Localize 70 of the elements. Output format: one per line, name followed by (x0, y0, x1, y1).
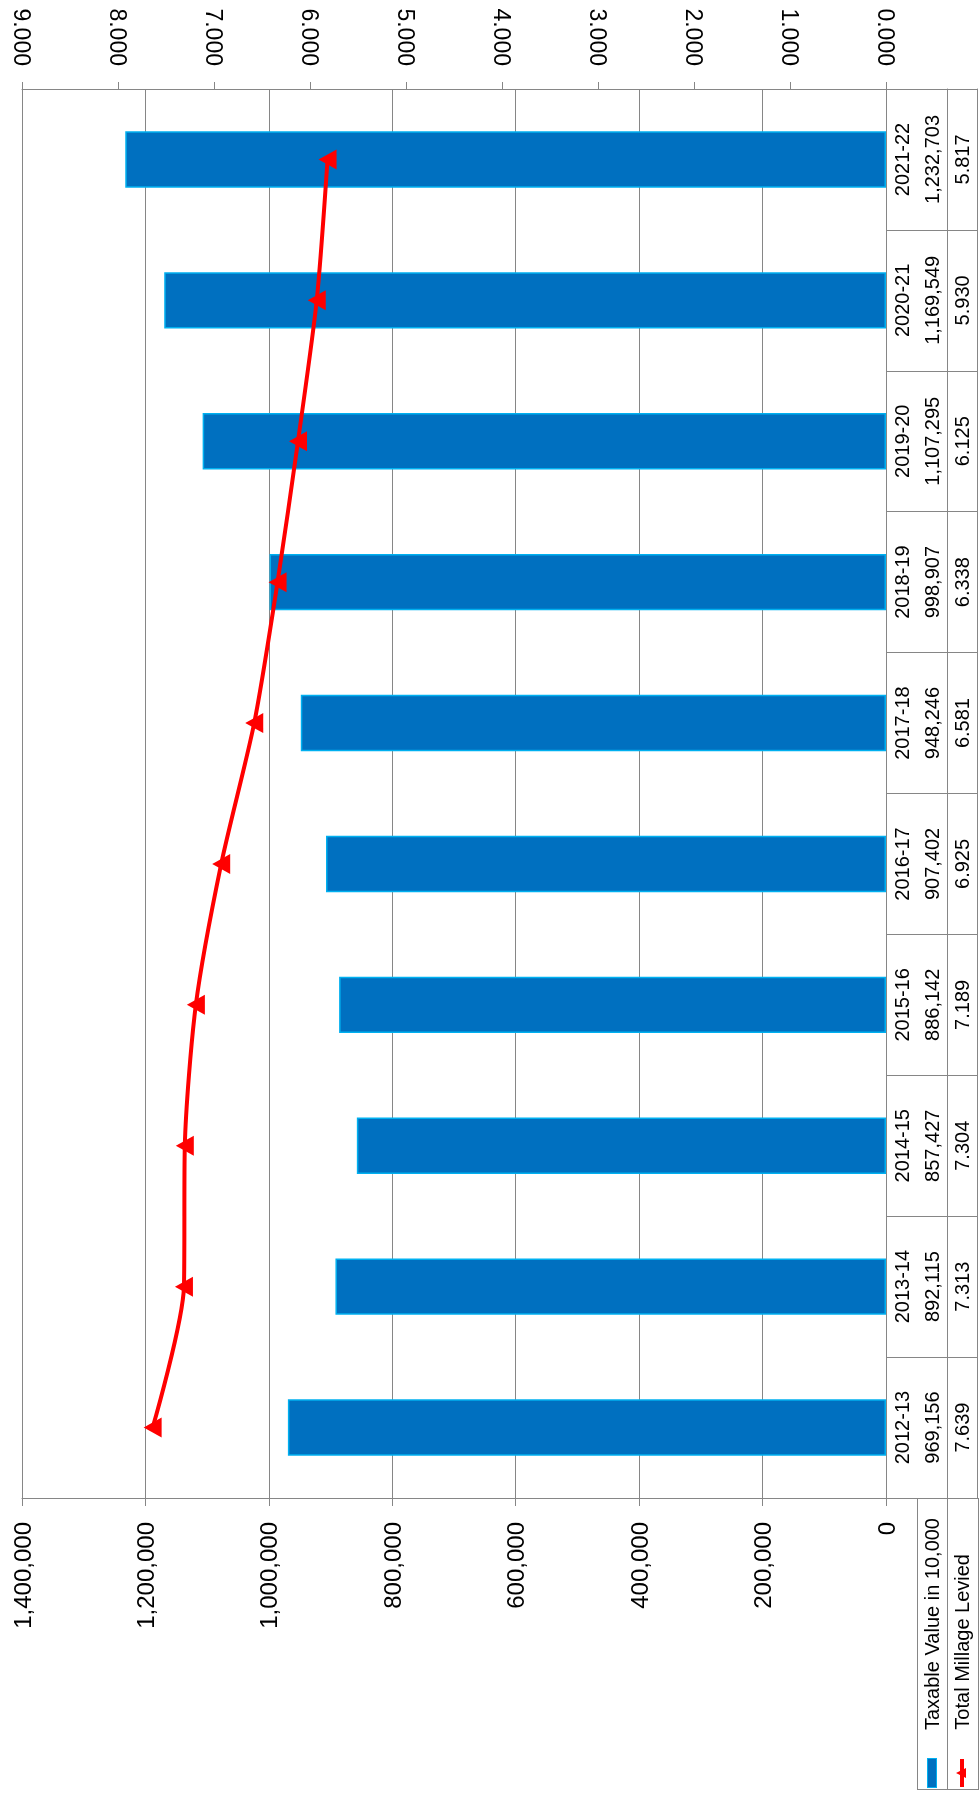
x2-tick-label: 9.000 (9, 8, 35, 66)
data-label: 1,232,703 (920, 114, 943, 204)
y-tick-label: 2013-14 (891, 1249, 913, 1324)
x-tick-label: 1,400,000 (8, 1522, 36, 1629)
data-label: 7.189 (951, 979, 973, 1030)
data-label: 6.581 (951, 698, 973, 749)
data-label: 1,169,549 (920, 255, 943, 345)
x-tick-label: 0 (872, 1522, 900, 1536)
x-tick-label: 600,000 (502, 1522, 530, 1609)
bar (339, 976, 886, 1034)
bar (202, 413, 886, 470)
data-label: 886,142 (920, 968, 943, 1041)
x-tick-label: 1,200,000 (131, 1522, 159, 1629)
x2-tick-label: 8.000 (105, 8, 131, 66)
x2-tick-label: 7.000 (201, 8, 227, 66)
data-label: 6.125 (951, 416, 973, 467)
data-label: 892,115 (920, 1251, 943, 1323)
bar (164, 272, 886, 329)
data-label: 5.817 (951, 134, 973, 185)
x2-tick-label: 2.000 (681, 8, 707, 66)
y-tick-label: 2016-17 (891, 827, 913, 901)
data-label: 5.930 (951, 275, 973, 326)
x2-tick-label: 5.000 (393, 8, 419, 66)
y-tick-label: 2020-21 (891, 263, 913, 338)
point (186, 994, 205, 1015)
data-label: 907,402 (920, 827, 943, 901)
y-tick-label: 2018-19 (891, 545, 913, 619)
data-label: 948,246 (920, 686, 943, 760)
bar (300, 694, 886, 752)
bar (287, 1399, 886, 1456)
data-label: 7.313 (951, 1261, 973, 1312)
text: Total Millage Levied (950, 1554, 975, 1730)
x2-tick-label: 0.000 (873, 8, 899, 66)
point (175, 1135, 194, 1156)
point (289, 431, 307, 452)
point (174, 1276, 193, 1297)
point (143, 1417, 162, 1438)
data-label: 857,427 (920, 1109, 943, 1182)
bar (269, 553, 886, 611)
x2-tick-label: 3.000 (585, 8, 611, 66)
bar (335, 1258, 886, 1315)
data-label: 7.639 (951, 1402, 973, 1453)
text: Taxable Value in 10,000 (919, 1517, 944, 1730)
point (268, 572, 287, 593)
data-label: 969,156 (920, 1391, 943, 1464)
bar (356, 1117, 886, 1174)
x2-tick-label: 4.000 (489, 8, 515, 66)
point (318, 149, 337, 170)
y-tick-label: 2019-20 (891, 404, 913, 478)
point (212, 853, 231, 874)
y-tick-label: 2012-13 (891, 1390, 913, 1465)
data-label: 998,907 (920, 546, 943, 619)
y-tick-label: 2021-22 (891, 122, 913, 197)
x-tick-label: 800,000 (378, 1522, 406, 1609)
data-label: 1,107,295 (920, 396, 943, 486)
x2-tick-label: 1.000 (777, 8, 803, 66)
data-label: 6.925 (951, 838, 973, 889)
x-tick-label: 200,000 (749, 1522, 777, 1609)
point (245, 713, 264, 734)
y-tick-label: 2015-16 (891, 968, 913, 1042)
x2-tick-label: 6.000 (297, 8, 323, 66)
x-tick-label: 1,000,000 (255, 1522, 283, 1629)
data-label: 6.338 (951, 557, 973, 608)
bar (125, 131, 886, 188)
point (307, 290, 326, 311)
bar (326, 835, 886, 893)
y-tick-label: 2017-18 (891, 686, 913, 760)
y-tick-label: 2014-15 (891, 1109, 913, 1183)
x-tick-label: 400,000 (625, 1522, 653, 1609)
data-label: 7.304 (951, 1120, 973, 1171)
